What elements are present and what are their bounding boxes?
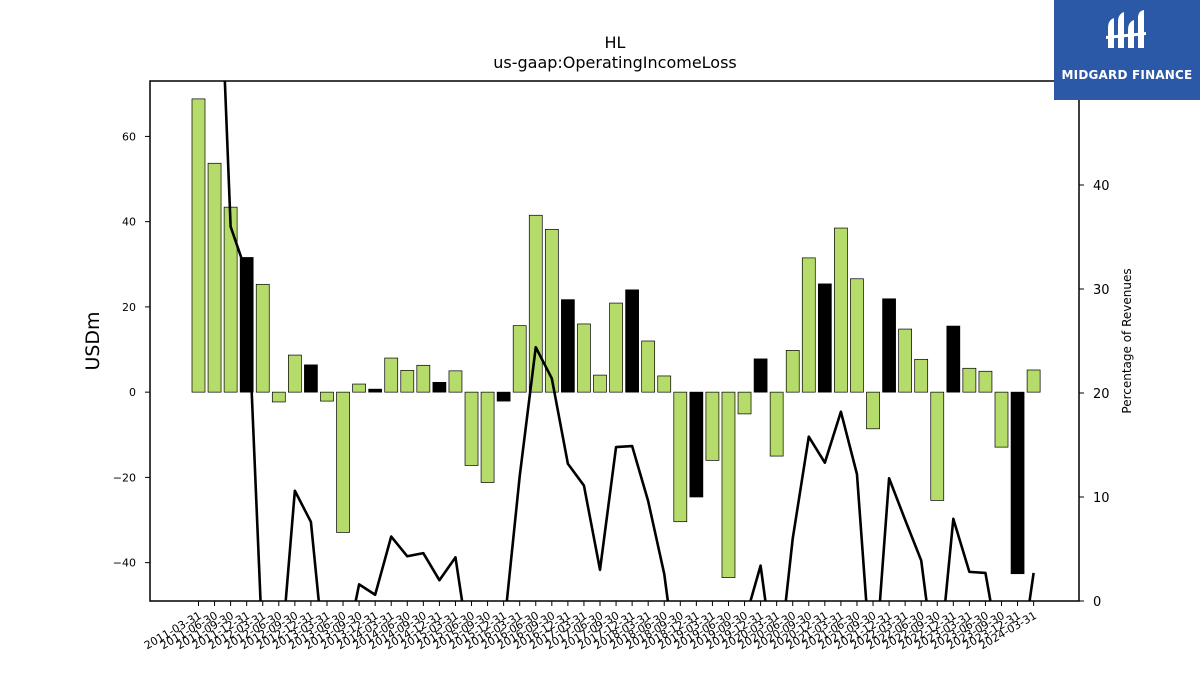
plot-frame — [149, 80, 1080, 602]
y-tick-label: 0 — [129, 386, 136, 399]
bar-2016-12-31 — [561, 299, 575, 393]
bar-2014-09-30 — [416, 364, 431, 393]
bar-2014-06-30 — [400, 370, 415, 393]
y-tick-label: 20 — [122, 301, 136, 314]
bar-2019-03-31 — [705, 391, 720, 461]
bar-2011-03-31 — [191, 98, 206, 393]
bar-2022-03-31 — [898, 328, 912, 393]
bar-2021-06-30 — [850, 278, 864, 393]
bar-2012-09-30 — [288, 354, 302, 393]
y-axis-left: −40 −20 0 20 40 60 — [113, 130, 150, 570]
bar-2019-12-31 — [753, 358, 768, 393]
logo-text: MIDGARD FINANCE — [1061, 68, 1193, 82]
bar-2020-03-31 — [769, 391, 784, 457]
bar-2018-12-31 — [689, 391, 704, 498]
bar-2013-09-30 — [352, 383, 366, 393]
bar-2015-09-30 — [480, 391, 495, 483]
y-tick-label: 60 — [122, 130, 136, 143]
bar-2023-06-30 — [978, 370, 993, 393]
y2-tick-label: 20 — [1093, 387, 1110, 402]
bar-2013-12-31 — [368, 388, 383, 393]
y2-tick-label: 10 — [1093, 491, 1110, 506]
bar-2012-06-30 — [271, 391, 286, 403]
logo-mark-icon — [1106, 10, 1146, 48]
bar-2016-06-30 — [528, 214, 543, 393]
bar-2017-06-30 — [593, 374, 607, 393]
bar-2021-12-31 — [882, 298, 896, 393]
bar-2017-03-31 — [577, 323, 591, 393]
bar-2023-09-30 — [994, 391, 1009, 448]
bar-series — [191, 98, 1041, 578]
y2-tick-label: 30 — [1093, 283, 1110, 298]
bar-2021-09-30 — [866, 391, 880, 430]
bar-2013-03-31 — [320, 391, 334, 402]
chart-title: HL — [605, 33, 626, 52]
bar-2016-03-31 — [512, 325, 527, 393]
bar-2015-06-30 — [464, 391, 479, 466]
bar-2014-12-31 — [432, 381, 447, 393]
percentage-line — [223, 81, 1035, 601]
bar-2011-09-30 — [223, 206, 238, 393]
bar-2017-09-30 — [609, 302, 623, 393]
chart-subtitle: us-gaap:OperatingIncomeLoss — [493, 53, 737, 72]
bar-2022-06-30 — [914, 358, 929, 393]
bar-2015-03-31 — [448, 370, 463, 393]
bar-2018-09-30 — [673, 391, 688, 523]
y-axis-right: 0 10 20 30 40 — [1079, 179, 1110, 610]
bar-2018-06-30 — [657, 375, 672, 393]
bar-2016-09-30 — [544, 228, 559, 393]
bar-2024-03-31 — [1026, 369, 1041, 393]
y-tick-label: 40 — [122, 216, 136, 229]
x-axis: 2011-03-312011-06-302011-09-302011-12-31… — [142, 601, 1039, 652]
bar-2018-03-31 — [641, 340, 656, 393]
bar-2019-09-30 — [737, 391, 752, 415]
bar-2012-12-31 — [304, 364, 318, 393]
bar-2011-06-30 — [207, 162, 222, 393]
y-axis-label: USDm — [82, 311, 104, 370]
y2-tick-label: 0 — [1093, 595, 1101, 610]
bar-2015-12-31 — [496, 391, 511, 402]
brand-logo: MIDGARD FINANCE — [1054, 0, 1200, 100]
y-tick-label: −40 — [113, 557, 136, 570]
bar-2021-03-31 — [834, 227, 848, 393]
y2-tick-label: 40 — [1093, 179, 1110, 194]
bar-2020-06-30 — [785, 350, 800, 393]
bar-2023-12-31 — [1010, 391, 1025, 575]
bar-2012-03-31 — [255, 283, 270, 393]
bar-2020-12-31 — [817, 283, 832, 393]
y2-axis-label: Percentage of Revenues — [1120, 268, 1134, 413]
bar-2013-06-30 — [336, 391, 350, 533]
bar-2022-12-31 — [946, 325, 961, 393]
bar-2020-09-30 — [801, 257, 816, 393]
bar-2017-12-31 — [625, 289, 639, 393]
y-tick-label: −20 — [113, 471, 136, 484]
bar-2023-03-31 — [962, 367, 977, 393]
bar-2022-09-30 — [930, 391, 945, 501]
percentage-line-series — [223, 81, 1035, 601]
bar-2019-06-30 — [721, 391, 736, 578]
bar-2014-03-31 — [384, 357, 399, 393]
